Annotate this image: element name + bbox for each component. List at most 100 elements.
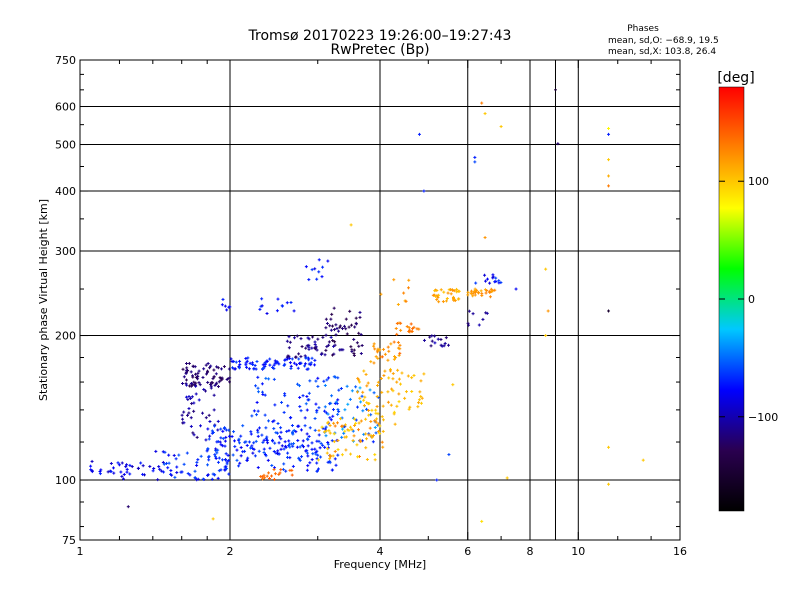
data-point: [261, 363, 265, 367]
data-point: [326, 412, 330, 416]
data-point: [389, 342, 393, 346]
data-point: [331, 324, 335, 328]
data-point: [471, 312, 475, 316]
data-point: [395, 321, 399, 325]
data-point: [386, 400, 390, 404]
data-point: [386, 390, 390, 394]
data-point: [288, 361, 292, 365]
data-point: [161, 450, 165, 454]
data-point: [361, 409, 365, 413]
data-point: [310, 447, 314, 451]
data-point: [355, 405, 359, 409]
data-point: [272, 377, 276, 381]
data-point: [382, 347, 386, 351]
data-point: [182, 410, 186, 414]
data-point: [410, 329, 414, 333]
data-point: [450, 288, 454, 292]
data-point: [204, 363, 208, 367]
data-point: [337, 388, 341, 392]
data-point: [216, 385, 220, 389]
data-point: [264, 426, 268, 430]
data-points: [89, 88, 645, 523]
data-point: [397, 400, 401, 404]
data-point: [338, 348, 342, 352]
data-point: [283, 440, 287, 444]
data-point: [181, 367, 185, 371]
data-point: [354, 418, 358, 422]
data-point: [257, 449, 261, 453]
data-point: [279, 437, 283, 441]
data-point: [288, 340, 292, 344]
data-point: [279, 468, 283, 472]
data-point: [332, 421, 336, 425]
data-point: [349, 452, 353, 456]
data-point: [292, 442, 296, 446]
data-point: [314, 402, 318, 406]
data-point: [125, 467, 129, 471]
data-point: [480, 294, 484, 298]
data-point: [265, 474, 269, 478]
data-point: [296, 382, 300, 386]
data-point: [278, 471, 282, 475]
data-point: [260, 382, 264, 386]
data-point: [330, 394, 334, 398]
data-point: [399, 321, 403, 325]
data-point: [373, 347, 377, 351]
data-point: [258, 307, 262, 311]
data-point: [316, 337, 320, 341]
data-point: [326, 440, 330, 444]
data-point: [339, 386, 343, 390]
data-point: [376, 429, 380, 433]
data-point: [444, 299, 448, 303]
data-point: [298, 405, 302, 409]
data-point: [255, 413, 259, 417]
data-point: [391, 372, 395, 376]
data-point: [249, 446, 253, 450]
data-point: [391, 389, 395, 393]
data-point: [376, 412, 380, 416]
data-point: [607, 445, 611, 449]
data-point: [255, 359, 259, 363]
data-point: [287, 335, 291, 339]
data-point: [466, 293, 470, 297]
data-point: [279, 447, 283, 451]
data-point: [196, 371, 200, 375]
data-point: [355, 443, 359, 447]
data-point: [484, 311, 488, 315]
data-point: [189, 416, 193, 420]
data-point: [288, 356, 292, 360]
data-point: [430, 334, 434, 338]
data-point: [318, 446, 322, 450]
data-point: [381, 445, 385, 449]
data-point: [392, 278, 396, 282]
data-point: [315, 469, 319, 473]
data-point: [474, 290, 478, 294]
data-point: [197, 398, 201, 402]
data-point: [252, 366, 256, 370]
data-point: [182, 462, 186, 466]
data-point: [305, 468, 309, 472]
data-point: [167, 453, 171, 457]
data-point: [324, 326, 328, 330]
data-point: [396, 346, 400, 350]
data-point: [254, 439, 258, 443]
data-point: [225, 460, 229, 464]
data-point: [237, 437, 241, 441]
data-point: [365, 437, 369, 441]
data-point: [239, 446, 243, 450]
data-point: [362, 398, 366, 402]
data-point: [187, 407, 191, 411]
data-point: [219, 436, 223, 440]
y-tick-label: 400: [55, 185, 76, 198]
data-point: [273, 441, 277, 445]
data-point: [181, 382, 185, 386]
data-point: [349, 345, 353, 349]
data-point: [319, 352, 323, 356]
data-point: [323, 427, 327, 431]
data-point: [367, 401, 371, 405]
data-point: [221, 437, 225, 441]
data-point: [393, 422, 397, 426]
data-point: [331, 353, 335, 357]
data-point: [376, 356, 380, 360]
data-point: [408, 405, 412, 409]
